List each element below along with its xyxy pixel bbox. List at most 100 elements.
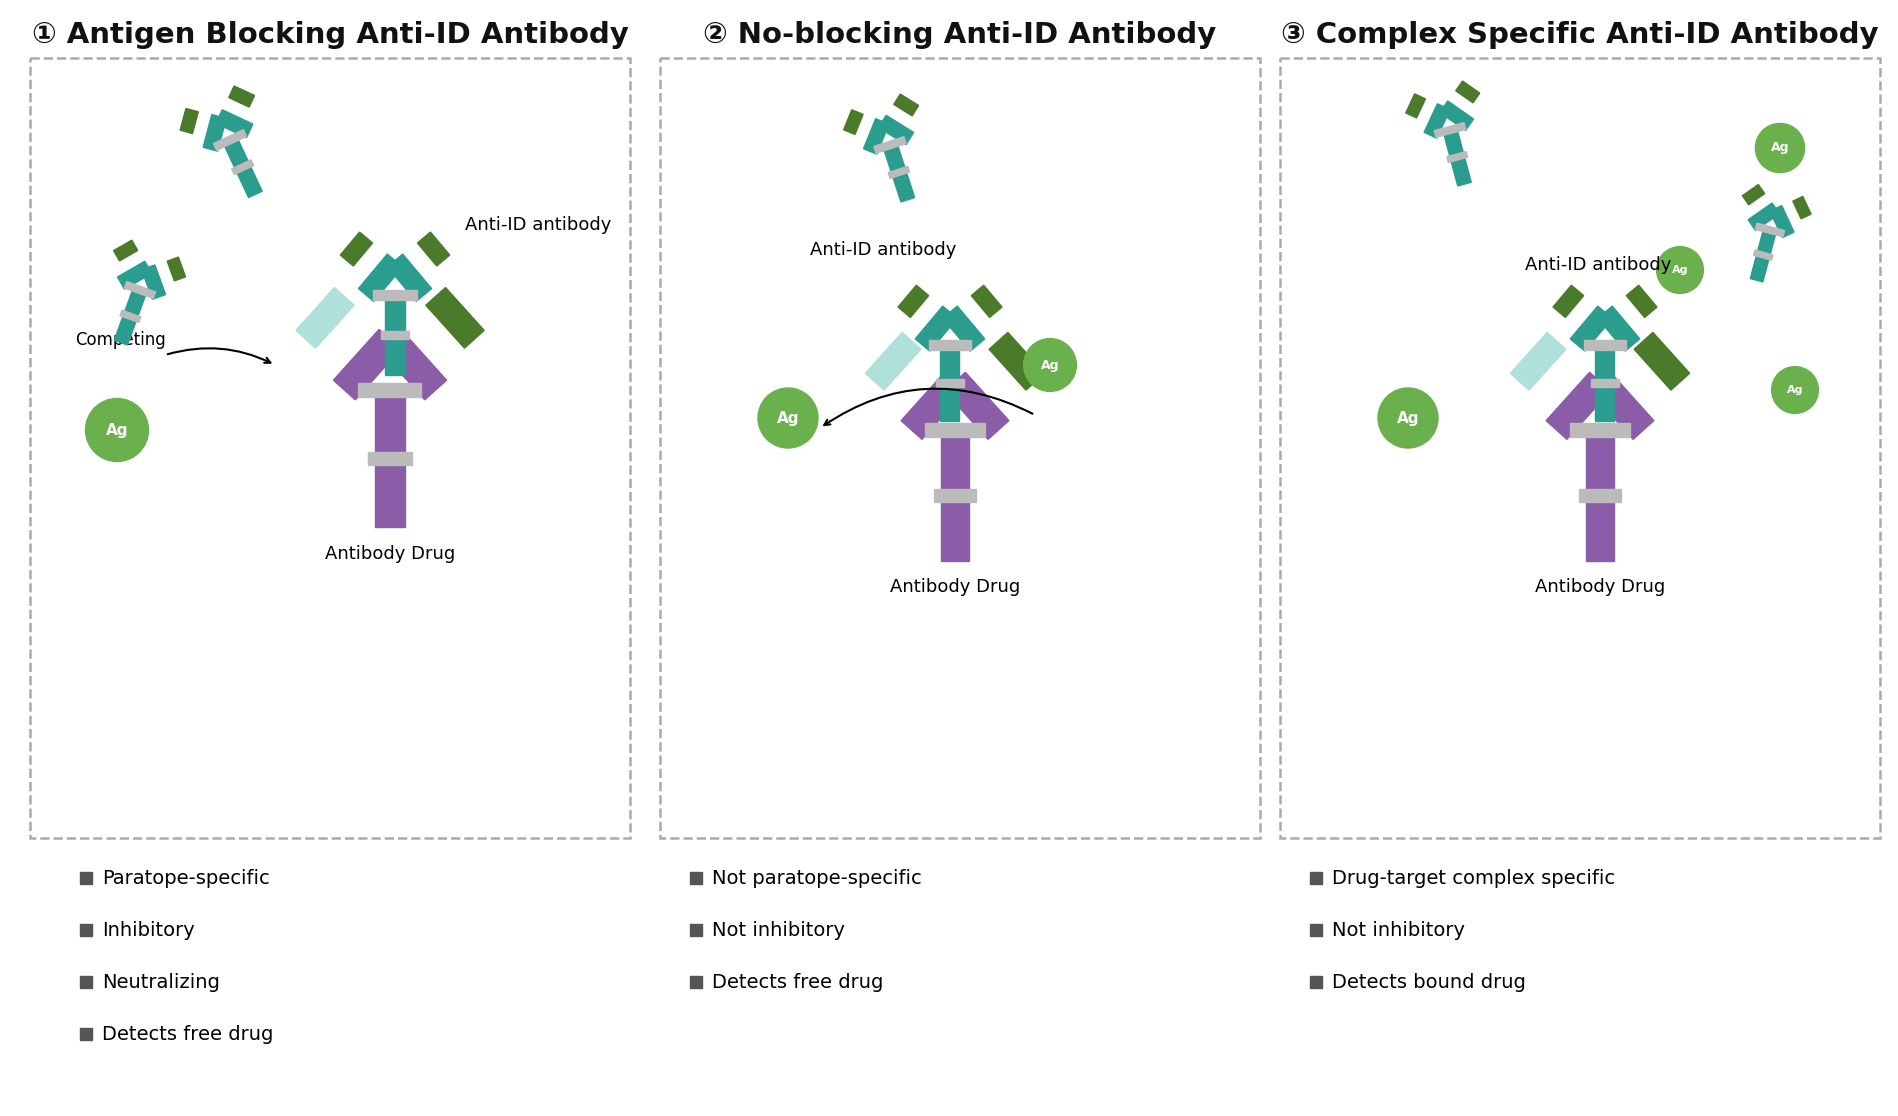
Text: Ag: Ag bbox=[1670, 264, 1687, 275]
Polygon shape bbox=[940, 345, 958, 383]
Polygon shape bbox=[894, 94, 919, 116]
Text: ① Antigen Blocking Anti-ID Antibody: ① Antigen Blocking Anti-ID Antibody bbox=[32, 21, 628, 49]
Polygon shape bbox=[1424, 104, 1450, 138]
Polygon shape bbox=[1591, 379, 1617, 387]
Polygon shape bbox=[1570, 306, 1611, 352]
Polygon shape bbox=[118, 261, 152, 289]
Polygon shape bbox=[1634, 333, 1689, 391]
Polygon shape bbox=[1509, 333, 1566, 391]
Polygon shape bbox=[934, 489, 976, 501]
Polygon shape bbox=[902, 373, 964, 440]
Polygon shape bbox=[123, 288, 146, 319]
Polygon shape bbox=[1545, 373, 1610, 440]
Polygon shape bbox=[970, 286, 1002, 317]
Text: Ag: Ag bbox=[776, 411, 799, 425]
Polygon shape bbox=[1450, 155, 1471, 186]
Polygon shape bbox=[1625, 286, 1657, 317]
Polygon shape bbox=[1570, 423, 1628, 437]
Polygon shape bbox=[843, 109, 862, 134]
Circle shape bbox=[1754, 124, 1803, 173]
Circle shape bbox=[1378, 388, 1437, 448]
Text: Anti-ID antibody: Anti-ID antibody bbox=[810, 241, 957, 259]
Polygon shape bbox=[941, 496, 968, 560]
Polygon shape bbox=[1769, 205, 1794, 238]
Bar bbox=[689, 924, 702, 936]
Polygon shape bbox=[1589, 373, 1653, 440]
Polygon shape bbox=[1748, 203, 1778, 231]
Text: Ag: Ag bbox=[1397, 411, 1418, 425]
Polygon shape bbox=[1456, 81, 1479, 103]
Polygon shape bbox=[1405, 94, 1425, 118]
Text: Drug-target complex specific: Drug-target complex specific bbox=[1330, 869, 1615, 888]
Text: Antibody Drug: Antibody Drug bbox=[890, 578, 1019, 596]
Text: Ag: Ag bbox=[1769, 142, 1788, 154]
Polygon shape bbox=[892, 170, 915, 202]
Polygon shape bbox=[228, 86, 254, 107]
Polygon shape bbox=[1446, 152, 1467, 163]
Text: ③ Complex Specific Anti-ID Antibody: ③ Complex Specific Anti-ID Antibody bbox=[1281, 21, 1877, 49]
Text: Antibody Drug: Antibody Drug bbox=[1534, 578, 1665, 596]
Polygon shape bbox=[120, 310, 140, 323]
Polygon shape bbox=[941, 430, 968, 496]
Polygon shape bbox=[873, 136, 905, 153]
Polygon shape bbox=[1754, 223, 1784, 237]
Polygon shape bbox=[924, 423, 985, 437]
Text: Ag: Ag bbox=[1040, 358, 1059, 372]
Polygon shape bbox=[1577, 489, 1621, 501]
Polygon shape bbox=[385, 295, 404, 335]
Text: Detects bound drug: Detects bound drug bbox=[1330, 973, 1526, 992]
Polygon shape bbox=[941, 306, 985, 352]
Bar bbox=[80, 976, 91, 988]
Polygon shape bbox=[372, 290, 418, 300]
Text: Not inhibitory: Not inhibitory bbox=[1330, 922, 1463, 941]
Bar bbox=[1310, 976, 1321, 988]
Bar bbox=[1310, 872, 1321, 884]
Polygon shape bbox=[1442, 128, 1463, 158]
Bar bbox=[80, 872, 91, 884]
Polygon shape bbox=[380, 329, 446, 400]
Polygon shape bbox=[385, 335, 404, 375]
Polygon shape bbox=[224, 137, 249, 171]
Polygon shape bbox=[936, 379, 962, 387]
Circle shape bbox=[85, 398, 148, 462]
Polygon shape bbox=[1439, 100, 1473, 131]
Polygon shape bbox=[989, 333, 1044, 391]
Polygon shape bbox=[340, 232, 372, 266]
Text: Paratope-specific: Paratope-specific bbox=[102, 869, 270, 888]
Polygon shape bbox=[359, 383, 421, 397]
Polygon shape bbox=[425, 288, 484, 348]
Bar bbox=[689, 872, 702, 884]
Bar bbox=[689, 976, 702, 988]
Polygon shape bbox=[883, 143, 905, 174]
Text: Detects free drug: Detects free drug bbox=[102, 1026, 273, 1045]
Polygon shape bbox=[1594, 383, 1613, 421]
Polygon shape bbox=[1792, 196, 1811, 219]
Polygon shape bbox=[879, 115, 913, 145]
Polygon shape bbox=[203, 115, 226, 151]
Text: Anti-ID antibody: Anti-ID antibody bbox=[465, 217, 611, 234]
Text: Competing: Competing bbox=[74, 331, 165, 349]
Polygon shape bbox=[1596, 306, 1638, 352]
Text: Ag: Ag bbox=[106, 423, 129, 437]
Polygon shape bbox=[915, 306, 957, 352]
Text: Antibody Drug: Antibody Drug bbox=[325, 545, 456, 564]
Text: Anti-ID antibody: Anti-ID antibody bbox=[1524, 256, 1670, 275]
Circle shape bbox=[757, 388, 818, 448]
Text: Inhibitory: Inhibitory bbox=[102, 922, 195, 941]
Polygon shape bbox=[864, 118, 888, 154]
Polygon shape bbox=[1585, 496, 1613, 560]
Polygon shape bbox=[235, 164, 262, 198]
Polygon shape bbox=[940, 383, 958, 421]
Circle shape bbox=[1023, 338, 1076, 392]
Polygon shape bbox=[1594, 345, 1613, 383]
Polygon shape bbox=[376, 459, 404, 527]
Text: Not paratope-specific: Not paratope-specific bbox=[712, 869, 921, 888]
Polygon shape bbox=[1756, 229, 1775, 257]
Polygon shape bbox=[928, 340, 970, 349]
Polygon shape bbox=[1742, 184, 1763, 204]
Polygon shape bbox=[888, 166, 909, 179]
Circle shape bbox=[1655, 247, 1703, 294]
Polygon shape bbox=[418, 232, 450, 266]
Polygon shape bbox=[865, 333, 921, 391]
Bar bbox=[661, 58, 1260, 838]
